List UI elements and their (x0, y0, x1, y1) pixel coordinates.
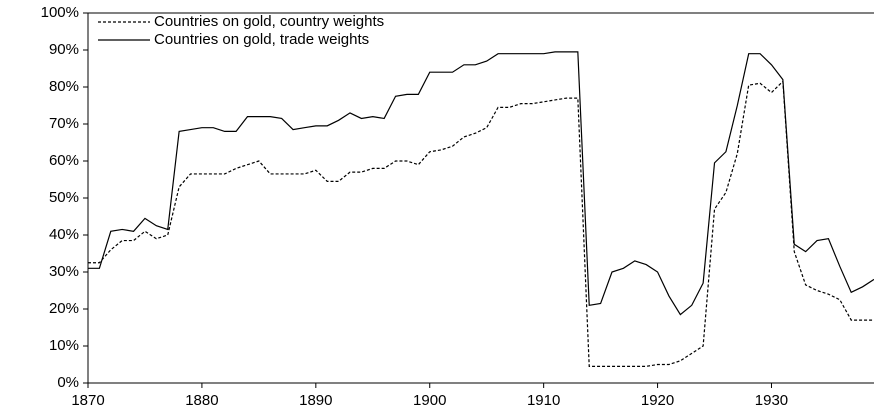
y-tick-label: 40% (49, 226, 79, 243)
x-tick-label: 1930 (755, 392, 788, 409)
y-tick-label: 80% (49, 78, 79, 95)
x-tick-label: 1920 (641, 392, 674, 409)
legend-label: Countries on gold, trade weights (154, 31, 369, 48)
legend-label: Countries on gold, country weights (154, 13, 384, 30)
x-tick-label: 1880 (185, 392, 218, 409)
x-tick-label: 1900 (413, 392, 446, 409)
y-tick-label: 10% (49, 337, 79, 354)
line-series (88, 51, 874, 316)
y-tick-label: 100% (41, 4, 79, 21)
y-tick-label: 60% (49, 152, 79, 169)
y-tick-label: 30% (49, 263, 79, 280)
y-tick-label: 20% (49, 300, 79, 317)
y-tick-label: 90% (49, 41, 79, 58)
line-series (88, 80, 874, 367)
y-tick-label: 0% (57, 374, 79, 391)
y-tick-label: 50% (49, 189, 79, 206)
x-tick-label: 1870 (71, 392, 104, 409)
y-tick-label: 70% (49, 115, 79, 132)
x-tick-label: 1890 (299, 392, 332, 409)
x-tick-label: 1910 (527, 392, 560, 409)
